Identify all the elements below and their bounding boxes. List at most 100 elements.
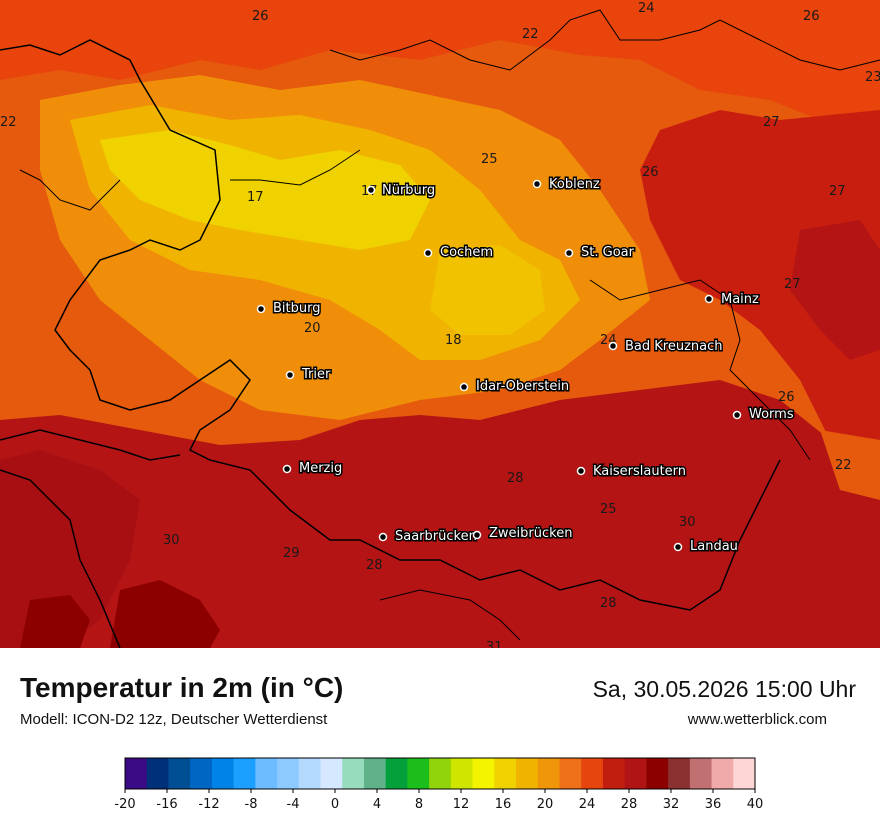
model-info: Modell: ICON-D2 12z, Deutscher Wetterdie… xyxy=(20,711,328,728)
border-line xyxy=(0,39,781,611)
colorbar-tick-label: -8 xyxy=(245,797,258,812)
iso-label: 26 xyxy=(252,9,269,24)
iso-label: 27 xyxy=(829,184,846,199)
iso-label: 28 xyxy=(600,596,617,611)
iso-label: 29 xyxy=(283,546,300,561)
colorbar-tick-label: 16 xyxy=(495,797,512,812)
iso-label: 22 xyxy=(522,27,539,42)
colorbar-cell xyxy=(211,758,235,789)
border-line xyxy=(230,149,361,186)
colorbar-cell xyxy=(581,758,604,789)
iso-label: 20 xyxy=(304,321,321,336)
temp-zone-hottest-2 xyxy=(20,595,90,648)
colorbar-legend: -20 -16 -12 -8 -4 0 4 8 12 16 20 24 28 32 36 40 xyxy=(114,757,763,812)
svg-text:St. Goar: St. Goar xyxy=(581,245,635,260)
border-line xyxy=(19,169,121,211)
temp-zone-cool-pocket xyxy=(430,245,545,335)
colorbar-ticks: -20 -16 -12 -8 -4 0 4 8 12 16 20 24 28 32 36 40 xyxy=(114,789,763,812)
border-line xyxy=(589,279,811,461)
iso-label: 28 xyxy=(366,558,383,573)
colorbar-cell xyxy=(385,758,408,789)
city-worms: Worms xyxy=(732,406,795,424)
svg-text:Bitburg: Bitburg xyxy=(273,301,321,316)
iso-label: 17 xyxy=(247,190,264,205)
city-bad-kreuznach: Bad Kreuznach xyxy=(608,338,724,356)
colorbar-cell xyxy=(689,758,713,789)
iso-label: 18 xyxy=(445,333,462,348)
colorbar-cell xyxy=(363,758,387,789)
city-markers: Nürburg Koblenz Cochem St. Goar Mainz Bi… xyxy=(256,176,795,556)
svg-text:Idar-Oberstein: Idar-Oberstein xyxy=(476,379,569,394)
svg-text:Bad Kreuznach: Bad Kreuznach xyxy=(625,339,723,354)
city-saarbruecken: Saarbrücken xyxy=(378,528,478,546)
colorbar-tick-label: -12 xyxy=(198,797,219,812)
city-mainz: Mainz xyxy=(704,291,761,309)
temp-zone-southwest xyxy=(0,450,140,648)
city-zweibruecken: Zweibrücken xyxy=(472,525,574,543)
colorbar-tick-label: 36 xyxy=(705,797,722,812)
temp-zone-east-hot xyxy=(790,220,880,360)
colorbar-cell xyxy=(342,758,365,789)
colorbar-tick-label: -4 xyxy=(287,797,300,812)
temp-zone-hottest xyxy=(110,580,220,648)
border-line xyxy=(0,429,181,461)
city-idar-oberstein: Idar-Oberstein xyxy=(459,378,571,396)
colorbar-cell xyxy=(668,758,691,789)
iso-label: 30 xyxy=(679,515,696,530)
colorbar-tick-label: 40 xyxy=(747,797,764,812)
colorbar-cell xyxy=(125,758,148,789)
svg-text:Cochem: Cochem xyxy=(440,245,493,260)
border-line xyxy=(379,589,521,641)
temperature-map: 26 24 26 22 23 22 27 25 26 27 17 17 27 2… xyxy=(0,0,880,648)
colorbar-cell xyxy=(255,758,278,789)
city-koblenz: Koblenz xyxy=(532,176,601,194)
border-line xyxy=(329,9,880,71)
map-title: Temperatur in 2m (in °C) xyxy=(20,672,344,703)
colorbar-cells xyxy=(125,758,756,789)
borders xyxy=(0,9,880,648)
svg-text:Koblenz: Koblenz xyxy=(549,177,600,192)
iso-label: 28 xyxy=(507,471,524,486)
colorbar-tick-label: -20 xyxy=(114,797,135,812)
colorbar-cell xyxy=(646,758,669,789)
city-merzig: Merzig xyxy=(282,460,344,478)
svg-text:Merzig: Merzig xyxy=(299,461,342,476)
colorbar-cell xyxy=(146,758,169,789)
colorbar-cell xyxy=(559,758,582,789)
iso-label: 22 xyxy=(0,115,17,130)
svg-text:Saarbrücken: Saarbrücken xyxy=(395,529,477,544)
city-st-goar: St. Goar xyxy=(564,244,636,262)
iso-label: 25 xyxy=(481,152,498,167)
iso-label: 25 xyxy=(600,502,617,517)
iso-label: 26 xyxy=(803,9,820,24)
colorbar-cell xyxy=(516,758,539,789)
city-cochem: Cochem xyxy=(423,244,495,262)
colorbar-cell xyxy=(320,758,343,789)
colorbar-cell xyxy=(190,758,213,789)
iso-label: 23 xyxy=(865,70,880,85)
temp-zone-south xyxy=(0,380,880,648)
colorbar-cell xyxy=(711,758,734,789)
iso-label: 26 xyxy=(778,390,795,405)
svg-text:Trier: Trier xyxy=(301,367,331,382)
colorbar-cell xyxy=(277,758,300,789)
temp-zone-north xyxy=(0,0,880,120)
website-link[interactable]: www.wetterblick.com xyxy=(687,711,827,728)
colorbar-tick-label: 32 xyxy=(663,797,680,812)
city-landau: Landau xyxy=(673,538,739,556)
svg-text:Zweibrücken: Zweibrücken xyxy=(489,526,572,541)
colorbar-cell xyxy=(233,758,256,789)
colorbar-tick-label: 0 xyxy=(331,797,339,812)
colorbar-cell xyxy=(733,758,756,789)
temp-zone-east-warm xyxy=(820,430,880,500)
forecast-datetime: Sa, 30.05.2026 15:00 Uhr xyxy=(592,676,856,702)
svg-text:Mainz: Mainz xyxy=(721,292,759,307)
colorbar-tick-label: 20 xyxy=(537,797,554,812)
colorbar-cell xyxy=(537,758,560,789)
colorbar-cell xyxy=(429,758,452,789)
iso-label: 27 xyxy=(784,277,801,292)
svg-text:Nürburg: Nürburg xyxy=(382,183,435,198)
map-footer: Temperatur in 2m (in °C) Modell: ICON-D2… xyxy=(0,648,880,830)
iso-label: 26 xyxy=(642,165,659,180)
iso-label: 27 xyxy=(763,115,780,130)
